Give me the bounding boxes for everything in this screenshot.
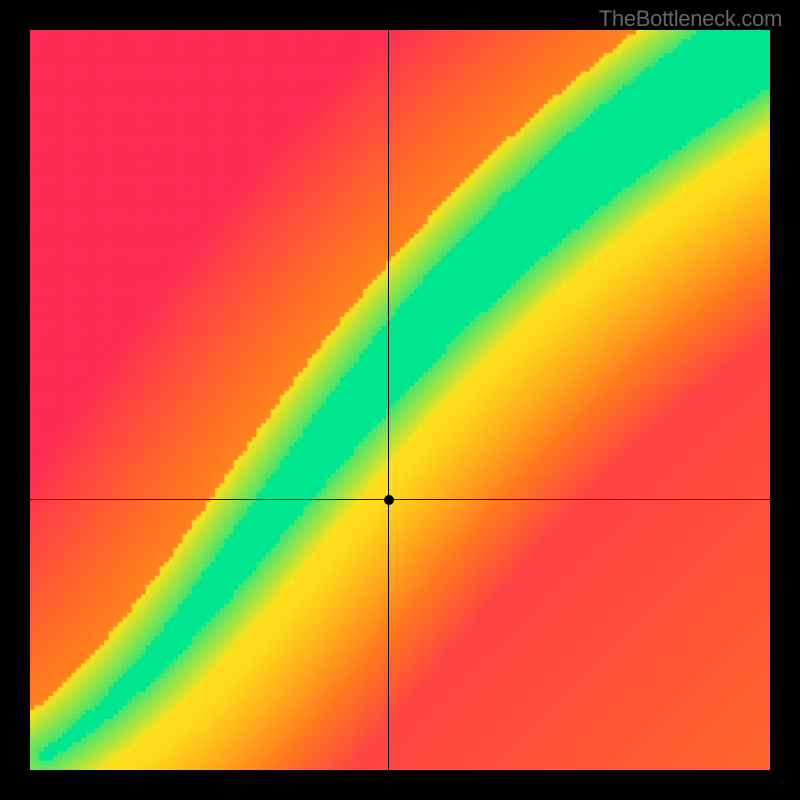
watermark-text: TheBottleneck.com <box>599 6 782 32</box>
chart-container: TheBottleneck.com <box>0 0 800 800</box>
heatmap-canvas <box>30 30 770 770</box>
crosshair-vertical <box>388 30 389 770</box>
crosshair-marker <box>384 495 394 505</box>
crosshair-horizontal <box>30 499 770 500</box>
plot-area <box>30 30 770 770</box>
